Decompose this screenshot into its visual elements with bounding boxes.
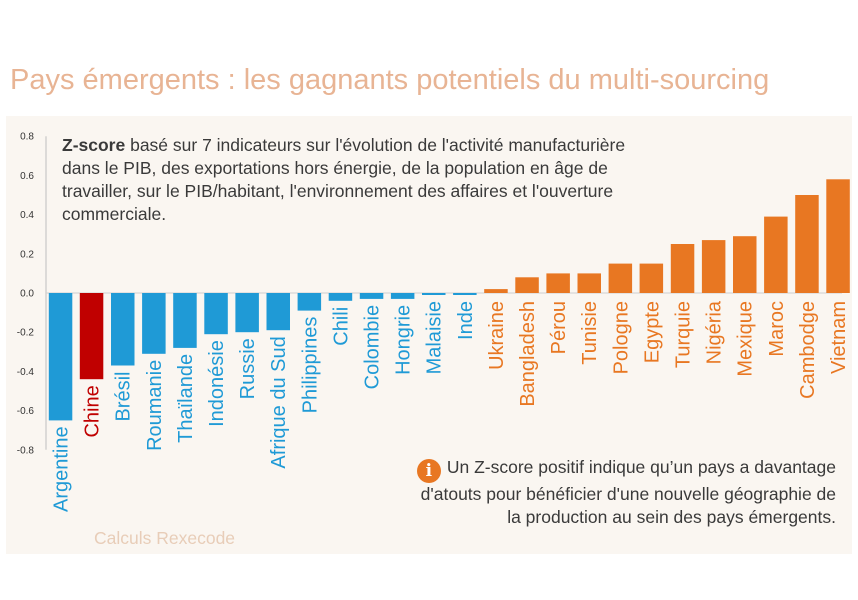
info-icon: i [416, 459, 441, 483]
category-label: Afrique du Sud [268, 336, 290, 468]
description-text: basé sur 7 indicateurs sur l'évolution d… [62, 135, 626, 224]
category-label: Cambodge [797, 301, 819, 399]
chart-description: Z-score basé sur 7 indicateurs sur l'évo… [62, 134, 662, 226]
slide-title: Pays émergents : les gagnants potentiels… [10, 64, 770, 96]
category-label: Colombie [362, 305, 384, 389]
category-label: Ukraine [486, 301, 508, 370]
bar [111, 293, 135, 366]
y-tick-label: -0.8 [17, 445, 35, 456]
bar [453, 293, 477, 295]
bar [764, 216, 788, 293]
bar [826, 179, 850, 293]
category-label: Roumanie [144, 360, 166, 451]
category-label: Bangladesh [517, 301, 539, 407]
bar [142, 293, 166, 354]
bar [359, 293, 384, 299]
category-label: Turquie [673, 301, 695, 368]
bar [422, 293, 446, 295]
bar [266, 293, 290, 331]
category-label: Thaïlande [175, 354, 197, 443]
category-label: Vietnam [828, 301, 850, 374]
y-tick-label: 0.8 [20, 132, 34, 143]
category-label: Brésil [113, 372, 135, 422]
category-label: Philippines [299, 317, 321, 414]
bar [515, 277, 539, 293]
bar-chart: 0.8 0.6 0.4 0.2 0.0 -0.2 -0.4 -0.6 -0.8 Argentin… [17, 132, 851, 512]
category-label: Indonésie [206, 340, 228, 427]
category-label: Pérou [548, 301, 570, 354]
bar [79, 293, 104, 380]
y-tick-label: 0.4 [20, 210, 34, 221]
bar [204, 293, 228, 335]
category-label: Mexique [735, 301, 757, 377]
bar [608, 263, 633, 293]
category-label: Malaisie [424, 301, 446, 374]
y-tick-label: 0.6 [20, 171, 34, 182]
source-label: Calculs Rexecode [94, 528, 236, 548]
bar [733, 236, 757, 293]
category-label: Maroc [766, 301, 788, 357]
y-tick-label: 0.0 [20, 289, 34, 300]
bar [173, 293, 197, 348]
category-label: Chine [82, 385, 104, 437]
bar [235, 293, 259, 333]
bar [701, 240, 726, 293]
bar [546, 273, 570, 293]
bar [484, 289, 508, 293]
category-label: Egypte [641, 301, 663, 363]
bar [48, 293, 73, 421]
y-tick-label: 0.2 [20, 249, 34, 260]
category-label: Inde [455, 301, 477, 340]
category-label: Tunisie [579, 301, 601, 365]
bar [390, 293, 415, 299]
y-tick-label: -0.6 [17, 406, 35, 417]
category-label: Hongrie [393, 305, 415, 375]
y-tick-label: -0.2 [17, 328, 35, 339]
interpretation-note: i Un Z-score positif indique qu’un pays a… [416, 456, 836, 529]
bar [577, 273, 601, 293]
z-score-label: Z-score [62, 135, 126, 155]
bar [795, 195, 819, 293]
bar [328, 293, 353, 301]
category-label: Pologne [610, 301, 632, 374]
bar [639, 263, 664, 293]
bar [670, 244, 695, 293]
category-label: Nigéria [704, 300, 726, 364]
bar [297, 293, 322, 311]
category-label: Argentine [51, 426, 73, 512]
note-text: Un Z-score positif indique qu’un pays a … [420, 457, 836, 527]
bars [48, 179, 850, 421]
category-labels: Argentine Chine Brésil Roumanie Thaïlande Ind… [51, 300, 851, 512]
category-label: Chili [330, 307, 352, 346]
y-tick-label: -0.4 [17, 367, 35, 378]
category-label: Russie [237, 338, 259, 399]
